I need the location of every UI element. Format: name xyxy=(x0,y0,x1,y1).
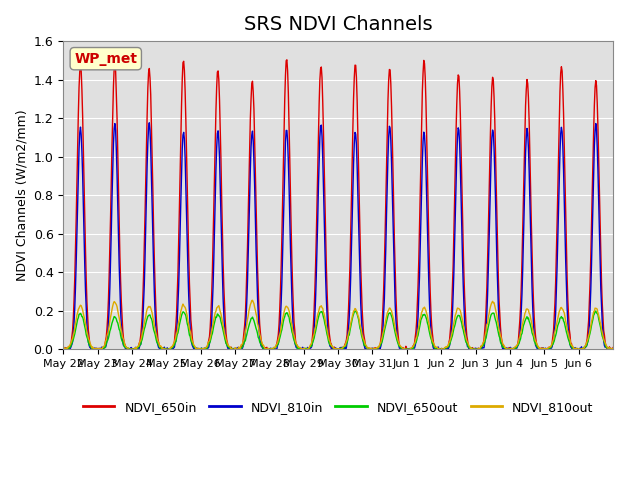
Legend: NDVI_650in, NDVI_810in, NDVI_650out, NDVI_810out: NDVI_650in, NDVI_810in, NDVI_650out, NDV… xyxy=(78,396,598,419)
Text: WP_met: WP_met xyxy=(74,52,137,66)
Title: SRS NDVI Channels: SRS NDVI Channels xyxy=(244,15,433,34)
Y-axis label: NDVI Channels (W/m2/mm): NDVI Channels (W/m2/mm) xyxy=(15,109,28,281)
